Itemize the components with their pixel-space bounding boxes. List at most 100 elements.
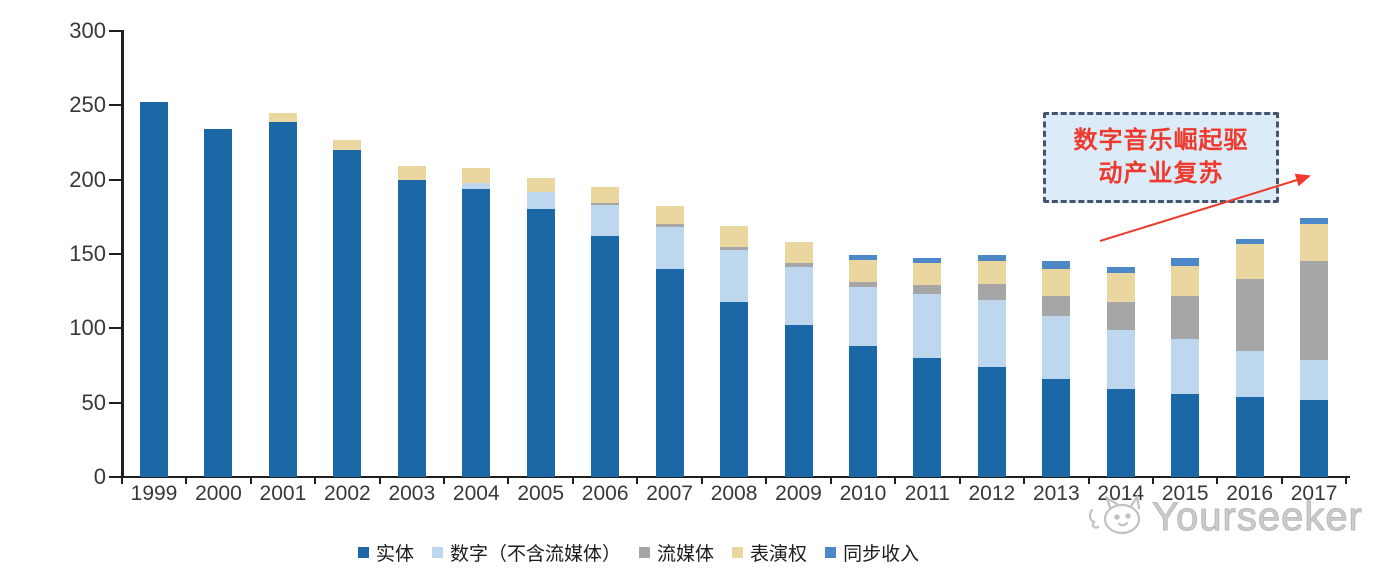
bar-segment-2003	[397, 166, 426, 180]
bar-segment-2009	[784, 325, 813, 477]
legend-label: 表演权	[750, 544, 808, 565]
x-axis-label-2002: 2002	[323, 482, 371, 505]
bar-segment-2008	[720, 249, 749, 302]
legend-swatch	[358, 547, 369, 558]
bar-segment-2011	[913, 358, 942, 477]
bar-segment-2015	[1171, 265, 1200, 296]
x-axis-label-2013: 2013	[1032, 482, 1080, 505]
x-axis-label-2011: 2011	[904, 482, 950, 505]
bar-segment-2006	[591, 203, 620, 205]
y-axis-tick	[109, 327, 121, 330]
x-axis-tick	[1216, 477, 1219, 484]
x-axis-tick	[829, 477, 832, 484]
bar-segment-2006	[591, 236, 620, 477]
bar-segment-2000	[204, 129, 233, 477]
bar-segment-2010	[848, 346, 877, 477]
legend-item: 实体	[358, 539, 414, 566]
bar-segment-1999	[140, 102, 168, 477]
cat-doodle-icon	[1088, 494, 1141, 535]
bar-segment-2010	[848, 286, 877, 347]
x-axis-label-2010: 2010	[839, 482, 887, 505]
bar-segment-2015	[1171, 295, 1200, 339]
bar-segment-2014	[1106, 329, 1135, 390]
y-axis-tick	[109, 178, 121, 181]
legend-swatch	[825, 547, 837, 558]
bar-segment-2009	[784, 267, 813, 326]
bar-segment-2016	[1235, 396, 1264, 477]
bar-segment-2013	[1042, 316, 1071, 379]
x-axis-label-2007: 2007	[646, 482, 693, 505]
y-axis-tick-label: 300	[69, 18, 106, 43]
legend-label: 流媒体	[657, 544, 715, 565]
x-axis-label-2008: 2008	[710, 482, 758, 505]
x-axis-label-2017: 2017	[1290, 482, 1338, 505]
bar-segment-2007	[655, 227, 684, 269]
x-axis-tick	[1023, 477, 1026, 484]
x-axis-tick	[700, 477, 703, 484]
x-axis-label-2001: 2001	[259, 482, 307, 505]
bar-segment-2009	[784, 262, 813, 268]
bar-segment-2012	[977, 283, 1006, 301]
bar-segment-2017	[1300, 261, 1329, 360]
bar-segment-2015	[1171, 393, 1200, 477]
x-axis-label-2005: 2005	[517, 482, 565, 505]
bar-segment-2001	[268, 121, 297, 477]
bar-segment-2005	[526, 191, 555, 210]
bar-segment-2016	[1235, 239, 1264, 244]
y-axis-tick-label: 50	[81, 389, 106, 415]
legend: 实体 数字（不含流媒体） 流媒体 表演权 同步收入	[358, 539, 919, 566]
bar-segment-2013	[1042, 268, 1071, 296]
bar-segment-2008	[720, 225, 749, 247]
annotation-callout: 数字音乐崛起驱 动产业复苏	[1043, 112, 1279, 203]
bar-segment-2007	[655, 224, 684, 228]
y-axis-tick-label: 200	[69, 166, 106, 192]
y-axis-line	[121, 30, 124, 478]
annotation-text-line2: 动产业复苏	[1098, 160, 1224, 187]
bar-segment-2003	[397, 179, 426, 477]
y-axis-tick	[109, 104, 121, 107]
bar-segment-2014	[1106, 267, 1135, 274]
bar-segment-2013	[1042, 261, 1071, 269]
x-axis-label-2012: 2012	[968, 482, 1016, 505]
bar-segment-2015	[1171, 338, 1200, 394]
bar-segment-2012	[977, 255, 1006, 262]
bar-segment-2007	[655, 206, 684, 225]
x-axis-tick	[443, 477, 446, 484]
bar-segment-2008	[720, 246, 749, 250]
bar-segment-2012	[977, 366, 1006, 477]
x-axis-label-2015: 2015	[1161, 482, 1209, 505]
bar-segment-2017	[1300, 399, 1329, 477]
bar-segment-2011	[913, 294, 942, 359]
legend-swatch	[732, 547, 744, 558]
bar-segment-2016	[1235, 243, 1264, 280]
watermark: Yourseeker	[1086, 492, 1363, 542]
bar-segment-2011	[913, 258, 942, 263]
bar-segment-2008	[720, 301, 749, 477]
x-axis-label-2003: 2003	[388, 482, 436, 505]
y-axis-tick-label: 0	[93, 464, 106, 489]
x-axis-label-2009: 2009	[775, 482, 822, 505]
bar-segment-2010	[848, 259, 877, 283]
x-axis-tick	[1087, 477, 1090, 484]
bar-segment-2013	[1042, 378, 1071, 477]
legend-swatch	[639, 547, 651, 558]
bar-segment-2010	[848, 255, 877, 260]
legend-item: 数字（不含流媒体）	[432, 539, 621, 566]
bar-segment-2014	[1106, 273, 1135, 302]
x-axis-label-2004: 2004	[452, 482, 500, 505]
bar-segment-2005	[526, 178, 555, 192]
y-axis-tick	[109, 401, 121, 404]
bar-segment-2009	[784, 242, 813, 263]
bar-segment-2001	[268, 112, 297, 122]
y-axis-tick-label: 150	[69, 241, 106, 266]
bar-segment-2014	[1106, 301, 1135, 330]
bar-segment-2004	[462, 188, 491, 477]
x-axis-tick	[958, 477, 961, 484]
bar-segment-2016	[1235, 350, 1264, 397]
bar-segment-2011	[913, 285, 942, 295]
x-axis-label-1999: 1999	[130, 482, 178, 505]
bar-segment-2011	[913, 262, 942, 286]
bar-segment-2017	[1300, 218, 1329, 225]
bar-segment-2012	[977, 261, 1006, 284]
